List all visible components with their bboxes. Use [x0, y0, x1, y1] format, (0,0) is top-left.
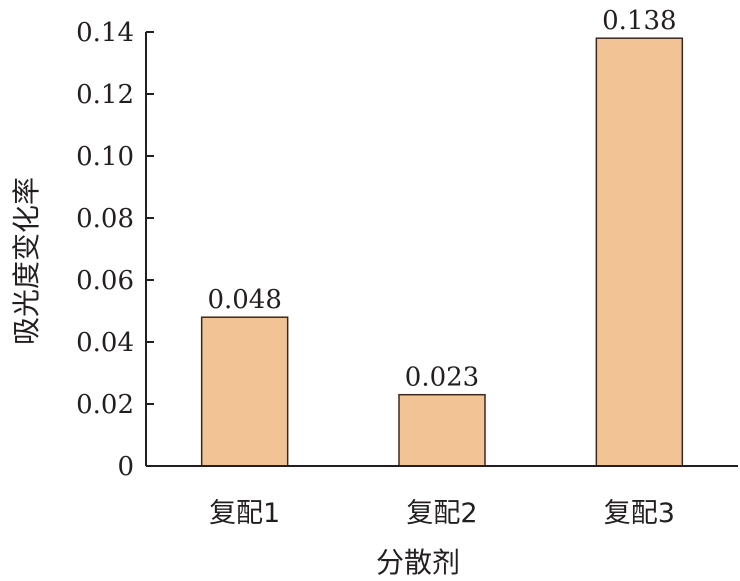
x-tick-label-2: 复配2 — [406, 498, 477, 529]
x-axis-title: 分散剂 — [376, 546, 460, 579]
data-label-3: 0.138 — [602, 6, 676, 36]
bar-2 — [398, 393, 486, 467]
data-label-2: 0.023 — [405, 363, 479, 393]
y-tick-label-2: 0.04 — [76, 328, 134, 358]
y-tick-label-6: 0.12 — [76, 80, 134, 110]
y-axis-title: 吸光度变化率 — [10, 177, 43, 345]
y-tick-label-1: 0.02 — [76, 390, 134, 420]
bar-1 — [200, 316, 289, 467]
bar-3 — [595, 37, 684, 467]
y-tick-label-0: 0 — [117, 452, 134, 482]
x-ticks-group: 复配1 复配2 复配3 — [209, 498, 675, 529]
data-label-1: 0.048 — [207, 285, 281, 315]
x-tick-label-1: 复配1 — [209, 498, 280, 529]
bars-group: 0.048 0.023 0.138 — [200, 6, 684, 467]
y-tick-label-3: 0.06 — [76, 266, 134, 296]
y-ticks-group: 0 0.02 0.04 0.06 0.08 0.10 0.12 0.14 — [76, 18, 154, 482]
y-tick-label-5: 0.10 — [76, 142, 134, 172]
y-tick-label-7: 0.14 — [76, 18, 134, 48]
x-tick-label-3: 复配3 — [604, 498, 675, 529]
axes-group — [145, 32, 738, 467]
y-tick-label-4: 0.08 — [76, 204, 134, 234]
